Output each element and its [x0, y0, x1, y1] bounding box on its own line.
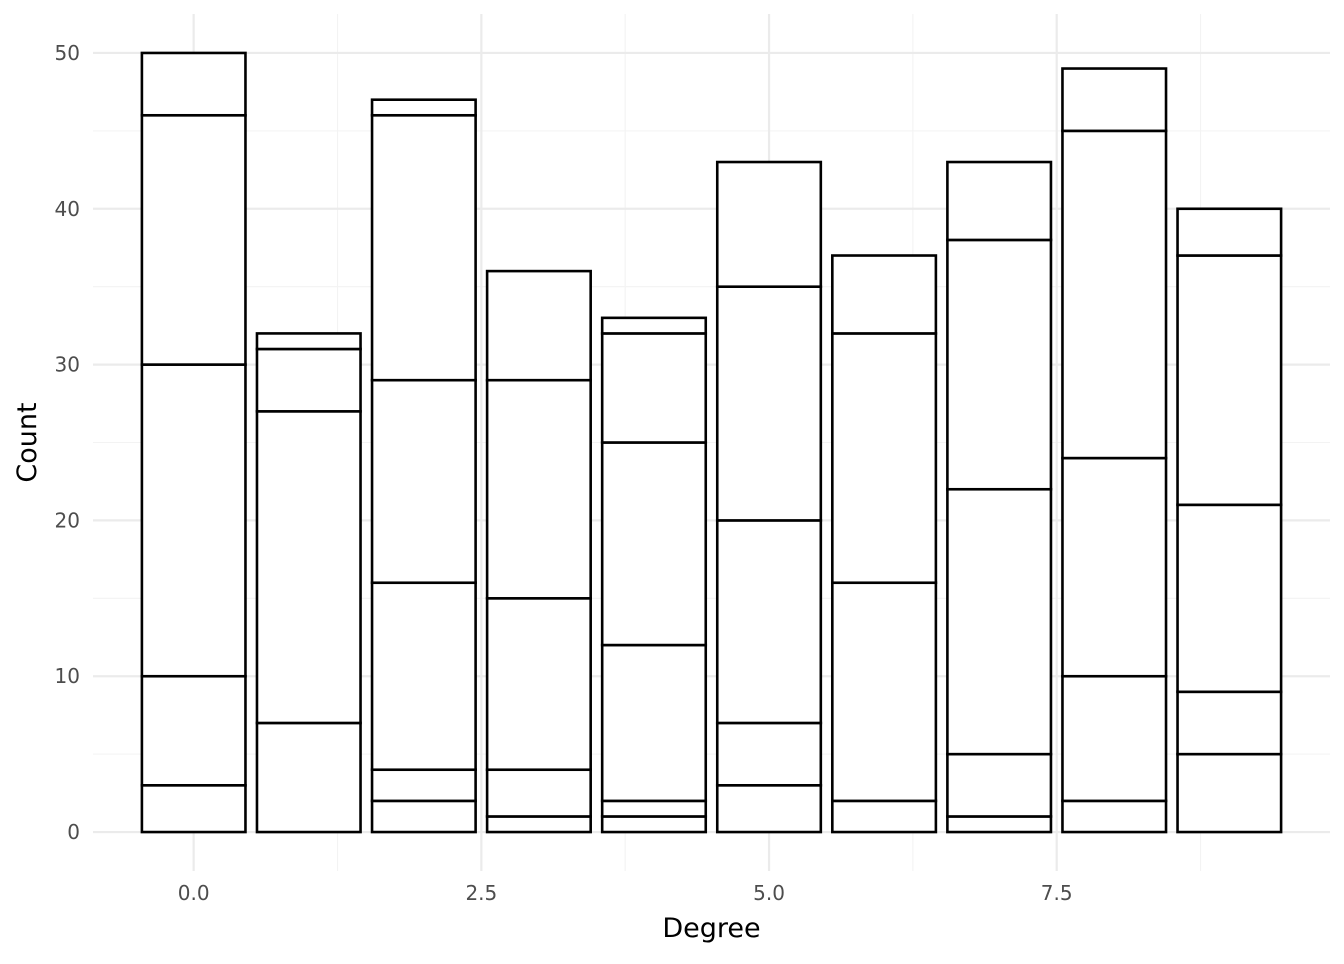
bar-stack-5 — [715, 160, 823, 834]
bar-segment — [1061, 674, 1168, 803]
bar-segment — [485, 597, 592, 772]
bar-segment — [831, 332, 938, 585]
y-axis-title: Count — [12, 402, 43, 482]
bar-segment — [831, 581, 938, 803]
x-axis-title: Degree — [662, 913, 760, 944]
bar-segment — [831, 799, 938, 834]
bar-segment — [1176, 207, 1283, 257]
bar-stack-1 — [255, 332, 362, 834]
bar-segment — [370, 768, 477, 803]
bar-segment — [946, 752, 1053, 818]
x-tick-label: 2.5 — [465, 881, 497, 905]
bar-segment — [1176, 503, 1283, 694]
bar-segment — [715, 783, 823, 834]
bar-segment — [1176, 690, 1283, 756]
bar-segment — [255, 410, 362, 725]
x-tick-label: 5.0 — [753, 881, 785, 905]
bar-segment — [946, 487, 1053, 756]
bar-segment — [140, 674, 247, 787]
bar-segment — [600, 799, 708, 818]
bar-segment — [600, 643, 708, 803]
bar-segment — [485, 815, 592, 834]
bar-stack-0 — [140, 51, 247, 834]
x-axis-tick-labels: 0.0 2.5 5.0 7.5 — [178, 881, 1073, 905]
bar-segment — [946, 815, 1053, 834]
bar-segment — [255, 332, 362, 351]
y-tick-label: 0 — [67, 820, 80, 844]
bar-segment — [140, 113, 247, 366]
y-axis-tick-labels: 0 10 20 30 40 50 — [55, 41, 80, 844]
x-tick-label: 0.0 — [178, 881, 210, 905]
bar-segment — [255, 347, 362, 413]
y-tick-label: 30 — [55, 353, 80, 377]
y-tick-label: 50 — [55, 41, 80, 65]
bar-segment — [600, 815, 708, 834]
y-tick-label: 40 — [55, 197, 80, 221]
bar-segment — [715, 285, 823, 522]
bar-segment — [370, 113, 477, 382]
bar-segment — [1061, 129, 1168, 460]
bars — [140, 51, 1283, 834]
bar-segment — [370, 799, 477, 834]
bar-segment — [140, 783, 247, 834]
bar-segment — [946, 238, 1053, 491]
bar-segment — [370, 98, 477, 117]
bar-segment — [831, 254, 938, 335]
bar-segment — [600, 441, 708, 647]
bar-segment — [255, 721, 362, 834]
bar-segment — [370, 378, 477, 585]
bar-segment — [1061, 67, 1168, 133]
bar-segment — [600, 316, 708, 335]
bar-stack-3 — [485, 269, 592, 834]
bar-segment — [715, 519, 823, 725]
bar-segment — [1061, 799, 1168, 834]
bar-segment — [1061, 456, 1168, 678]
bar-segment — [600, 332, 708, 444]
y-tick-label: 10 — [55, 664, 80, 688]
y-tick-label: 20 — [55, 508, 80, 532]
bar-stack-9 — [1176, 207, 1283, 834]
bar-segment — [140, 51, 247, 117]
bar-stack-7 — [946, 160, 1053, 834]
bar-segment — [140, 363, 247, 678]
bar-segment — [715, 160, 823, 288]
bar-segment — [485, 269, 592, 382]
bar-stack-6 — [831, 254, 938, 834]
bar-segment — [1176, 752, 1283, 834]
bar-segment — [1176, 254, 1283, 507]
bar-segment — [715, 721, 823, 787]
bar-stack-8 — [1061, 67, 1168, 834]
bar-segment — [370, 581, 477, 772]
bar-stack-2 — [370, 98, 477, 834]
x-tick-label: 7.5 — [1041, 881, 1073, 905]
bar-segment — [485, 768, 592, 818]
bar-stack-4 — [600, 316, 708, 834]
bar-segment — [485, 378, 592, 600]
bar-segment — [946, 160, 1053, 242]
